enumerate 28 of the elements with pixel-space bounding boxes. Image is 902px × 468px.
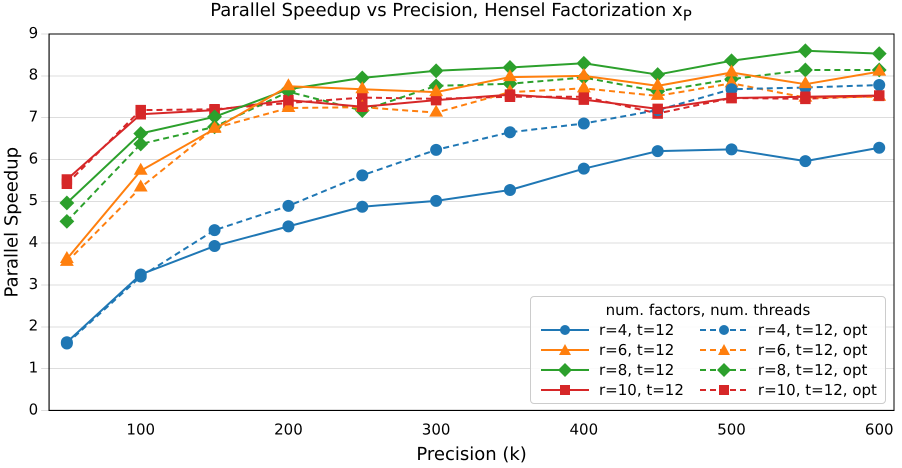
y-axis-title: Parallel Speedup: [1, 146, 22, 298]
legend-label: r=4, t=12: [599, 321, 674, 340]
y-tick-label: 6: [28, 149, 38, 168]
x-tick-label: 100: [126, 420, 156, 438]
x-tick-label: 300: [422, 420, 450, 438]
y-tick-label: 0: [28, 400, 38, 418]
legend-title: num. factors, num. threads: [604, 301, 812, 320]
y-tick-label: 1: [28, 358, 38, 376]
legend-label: r=8, t=12: [599, 361, 674, 380]
y-tick-label: 4: [28, 233, 38, 251]
x-tick-label: 500: [717, 420, 746, 438]
legend-label: r=10, t=12, opt: [758, 381, 877, 400]
y-tick-label: 5: [28, 191, 38, 210]
legend-label: r=6, t=12, opt: [758, 341, 868, 360]
legend-label: r=4, t=12, opt: [758, 321, 868, 340]
x-tick-label: 200: [274, 420, 303, 438]
x-axis-title: Precision (k): [416, 444, 527, 465]
legend-label: r=10, t=12: [599, 381, 684, 400]
y-tick-label: 7: [28, 108, 38, 126]
x-tick-label: 600: [864, 420, 894, 438]
y-tick-label: 9: [28, 24, 38, 42]
chart-title: Parallel Speedup vs Precision, Hensel Factorization x$_{P}$: [209, 0, 693, 25]
legend-label: r=6, t=12: [599, 341, 674, 360]
x-tick-label: 400: [570, 420, 598, 438]
y-tick-label: 8: [28, 66, 38, 84]
legend-label: r=8, t=12, opt: [758, 361, 868, 380]
y-tick-label: 3: [28, 274, 38, 293]
y-tick-label: 2: [28, 316, 38, 335]
